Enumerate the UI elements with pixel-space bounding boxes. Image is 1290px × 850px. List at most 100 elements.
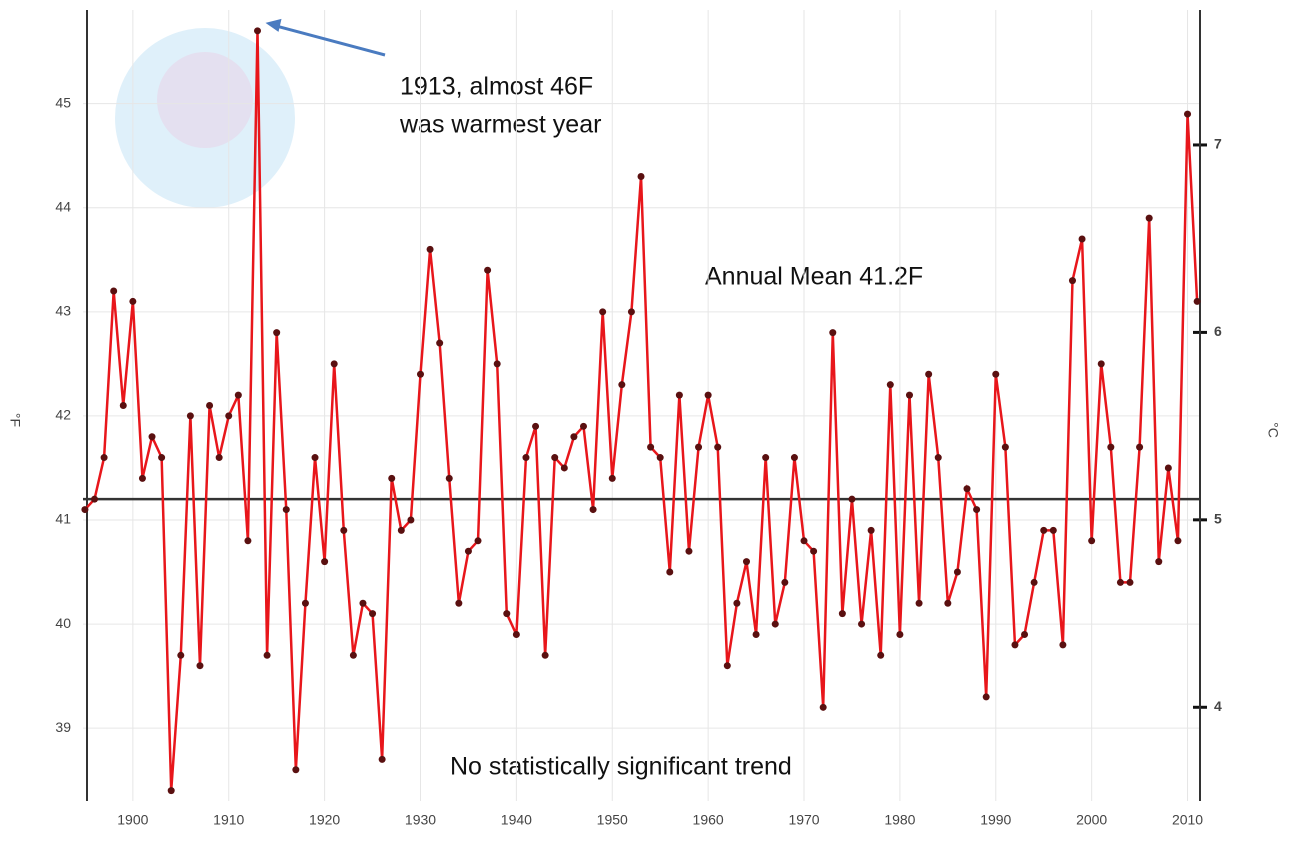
data-point: [819, 703, 827, 711]
x-tick-label: 1920: [309, 812, 340, 828]
data-point: [532, 422, 540, 430]
data-point: [934, 454, 942, 462]
annotation: 1913, almost 46F: [400, 73, 593, 101]
data-point: [944, 599, 952, 607]
data-point: [973, 506, 981, 514]
data-point: [570, 433, 578, 441]
data-point: [330, 360, 338, 368]
data-point: [397, 526, 405, 534]
data-point: [215, 454, 223, 462]
x-tick-label: 1950: [597, 812, 628, 828]
x-tick-label: 1940: [501, 812, 532, 828]
data-point: [714, 443, 722, 451]
data-point: [963, 485, 971, 493]
x-tick-label: 1930: [405, 812, 436, 828]
data-point: [704, 391, 712, 399]
annotation-arrow: [275, 24, 386, 57]
data-point: [359, 599, 367, 607]
data-point: [953, 568, 961, 576]
data-point: [838, 610, 846, 618]
data-point: [369, 610, 377, 618]
data-point: [858, 620, 866, 628]
data-point: [1136, 443, 1144, 451]
data-point: [905, 391, 913, 399]
data-point: [1126, 578, 1134, 586]
x-tick-label: 2000: [1076, 812, 1107, 828]
data-point: [273, 329, 281, 337]
data-point: [416, 370, 424, 378]
y-tick-label: 39: [55, 719, 71, 735]
data-point: [445, 474, 453, 482]
data-point: [263, 651, 271, 659]
data-point: [1049, 526, 1057, 534]
data-point: [1107, 443, 1115, 451]
data-point: [1030, 578, 1038, 586]
data-point: [647, 443, 655, 451]
data-point: [886, 381, 894, 389]
data-point: [618, 381, 626, 389]
data-point: [148, 433, 156, 441]
data-point: [925, 370, 933, 378]
y-tick-label: 43: [55, 303, 71, 319]
y-tick-label: 42: [55, 407, 71, 423]
mean-label: Annual Mean 41.2F: [705, 263, 923, 291]
data-point: [129, 297, 137, 305]
data-point: [81, 506, 89, 514]
data-point: [742, 558, 750, 566]
arrow-head: [265, 18, 282, 32]
data-point: [234, 391, 242, 399]
data-point: [656, 454, 664, 462]
data-point: [340, 526, 348, 534]
x-tick-label: 1970: [788, 812, 819, 828]
data-point: [637, 173, 645, 181]
data-point: [426, 245, 434, 253]
data-point: [138, 474, 146, 482]
data-point: [1155, 558, 1163, 566]
data-point: [1097, 360, 1105, 368]
data-point: [493, 360, 501, 368]
data-point: [91, 495, 99, 503]
data-point: [1164, 464, 1172, 472]
data-point: [551, 454, 559, 462]
data-point: [254, 27, 262, 35]
data-point: [512, 630, 520, 638]
data-point: [474, 537, 482, 545]
data-point: [685, 547, 693, 555]
y-tick-label: 45: [55, 94, 71, 110]
data-point: [723, 662, 731, 670]
data-point: [666, 568, 674, 576]
data-point: [1001, 443, 1009, 451]
data-point: [1021, 630, 1029, 638]
logo-inner: [157, 52, 253, 148]
data-point: [378, 755, 386, 763]
data-point: [110, 287, 118, 295]
data-point: [158, 454, 166, 462]
x-tick-label: 1910: [213, 812, 244, 828]
data-point: [1040, 526, 1048, 534]
x-tick-label: 1980: [884, 812, 915, 828]
data-point: [1078, 235, 1086, 243]
data-point: [1193, 297, 1201, 305]
data-point: [407, 516, 415, 524]
data-point: [100, 454, 108, 462]
data-point: [1145, 214, 1153, 222]
data-point: [896, 630, 904, 638]
data-point: [436, 339, 444, 347]
footnote: No statistically significant trend: [450, 753, 792, 781]
y2-tick-label: 7: [1214, 136, 1222, 152]
data-point: [848, 495, 856, 503]
data-point: [244, 537, 252, 545]
data-point: [522, 454, 530, 462]
data-point: [781, 578, 789, 586]
data-point: [349, 651, 357, 659]
data-point: [484, 266, 492, 274]
data-point: [982, 693, 990, 701]
data-point: [1059, 641, 1067, 649]
data-point: [695, 443, 703, 451]
data-point: [627, 308, 635, 316]
y2-tick-label: 5: [1214, 511, 1222, 527]
data-point: [119, 402, 127, 409]
data-point: [206, 402, 214, 409]
data-point: [503, 610, 511, 618]
data-point: [733, 599, 741, 607]
